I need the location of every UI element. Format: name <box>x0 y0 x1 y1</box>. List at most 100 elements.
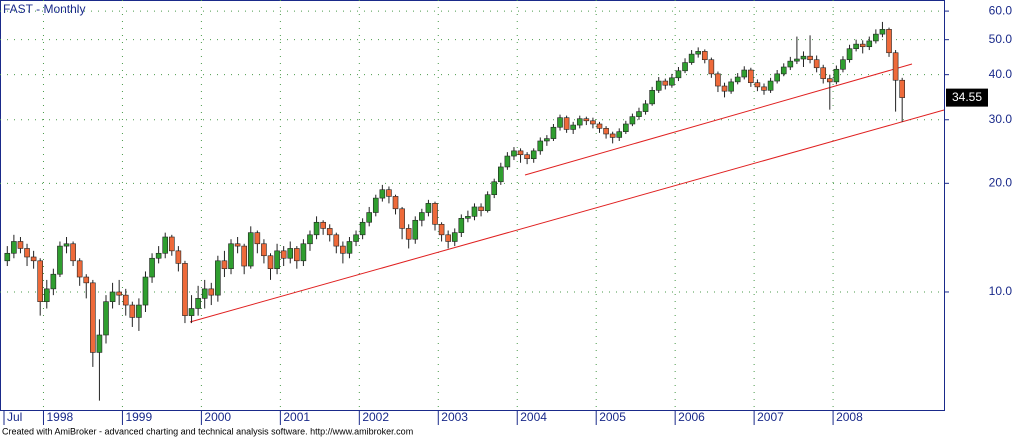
candle-body <box>372 197 379 213</box>
candle-body <box>504 155 511 168</box>
candle-body <box>873 33 879 42</box>
candle-body <box>748 69 754 83</box>
candle-body <box>497 166 504 183</box>
candle-body <box>76 260 83 278</box>
y-tick-label: 60.0 <box>989 3 1013 17</box>
candle-body <box>129 304 136 318</box>
candle-body <box>853 43 859 50</box>
candle-body <box>866 40 873 48</box>
candle-body <box>813 59 820 69</box>
candle-body <box>17 241 24 249</box>
trend-line <box>189 109 945 323</box>
candle-body <box>642 103 649 112</box>
candle-body <box>149 257 155 278</box>
candle-body <box>182 263 188 316</box>
candle-body <box>24 248 30 258</box>
candle-body <box>721 85 728 92</box>
y-tick-label: 20.0 <box>989 175 1013 189</box>
candle-body <box>583 118 590 122</box>
chart-title: FAST - Monthly <box>3 2 85 16</box>
candle-body <box>353 234 359 242</box>
x-tick-label: Jul <box>7 410 22 424</box>
candle-body <box>465 216 471 219</box>
candle-body <box>208 288 215 296</box>
candle-body <box>576 118 583 126</box>
candle-body <box>780 66 787 75</box>
candle-body <box>215 260 221 296</box>
candle-body <box>794 58 800 62</box>
candle-body <box>254 232 261 245</box>
candle-body <box>682 62 688 72</box>
candle-body <box>655 80 662 91</box>
candle-body <box>820 67 827 79</box>
candle-body <box>550 126 557 139</box>
candle-body <box>280 250 287 259</box>
candle-body <box>175 250 182 264</box>
y-tick-label: 10.0 <box>989 284 1013 298</box>
candle-body <box>261 243 267 257</box>
candle-body <box>307 234 313 245</box>
candle-body <box>405 228 412 240</box>
candle-body <box>695 51 702 55</box>
x-tick-label: 2006 <box>678 410 705 424</box>
candle-body <box>800 55 807 60</box>
candle-body <box>774 73 780 82</box>
candle-body <box>688 53 695 63</box>
candle-body <box>90 282 96 353</box>
candle-body <box>70 243 76 262</box>
candle-body <box>267 255 274 270</box>
candle-body <box>557 117 563 128</box>
candle-body <box>537 140 544 152</box>
candle-body <box>412 219 419 240</box>
candle-body <box>859 43 866 48</box>
candle-body <box>761 86 767 91</box>
candle-body <box>4 252 11 262</box>
x-tick-label: 2007 <box>757 410 784 424</box>
candle-body <box>886 29 892 54</box>
candle-body <box>122 294 129 306</box>
candle-body <box>629 116 636 125</box>
candle-body <box>366 212 373 223</box>
candle-body <box>609 133 616 138</box>
candle-body <box>162 236 169 254</box>
candle-body <box>326 228 333 236</box>
candle-body <box>662 80 669 86</box>
candle-body <box>734 76 741 83</box>
candle-body <box>287 248 294 259</box>
x-tick-label: 2004 <box>520 410 547 424</box>
candle-body <box>155 252 162 259</box>
candle-body <box>840 59 846 70</box>
x-tick-label: 2002 <box>362 410 389 424</box>
candle-body <box>517 150 524 156</box>
candle-body <box>767 80 774 91</box>
x-tick-label: 1999 <box>125 410 152 424</box>
last-price-box <box>946 88 988 107</box>
candle-body <box>188 308 195 316</box>
candle-body <box>109 291 116 302</box>
candle-body <box>754 82 761 88</box>
candles <box>4 21 905 401</box>
candle-body <box>649 90 655 105</box>
candle-body <box>787 60 794 68</box>
candle-body <box>603 128 609 135</box>
candle-body <box>675 70 682 79</box>
candle-body <box>524 154 530 160</box>
candle-body <box>471 206 478 217</box>
candle-body <box>169 236 175 252</box>
trend-line <box>524 63 913 176</box>
candle-body <box>57 245 63 275</box>
candle-body <box>636 111 642 117</box>
candle-body <box>333 234 340 247</box>
candle-body <box>458 217 465 233</box>
candle-body <box>247 232 254 267</box>
candle-body <box>708 59 715 75</box>
candle-body <box>30 256 37 262</box>
candle-body <box>136 304 142 318</box>
y-tick-label: 50.0 <box>989 32 1013 46</box>
candle-body <box>386 189 392 197</box>
candle-body <box>432 203 438 225</box>
candle-body <box>392 196 399 210</box>
x-tick-label: 2005 <box>599 410 626 424</box>
candle-body <box>478 206 484 211</box>
candle-body <box>596 123 603 129</box>
